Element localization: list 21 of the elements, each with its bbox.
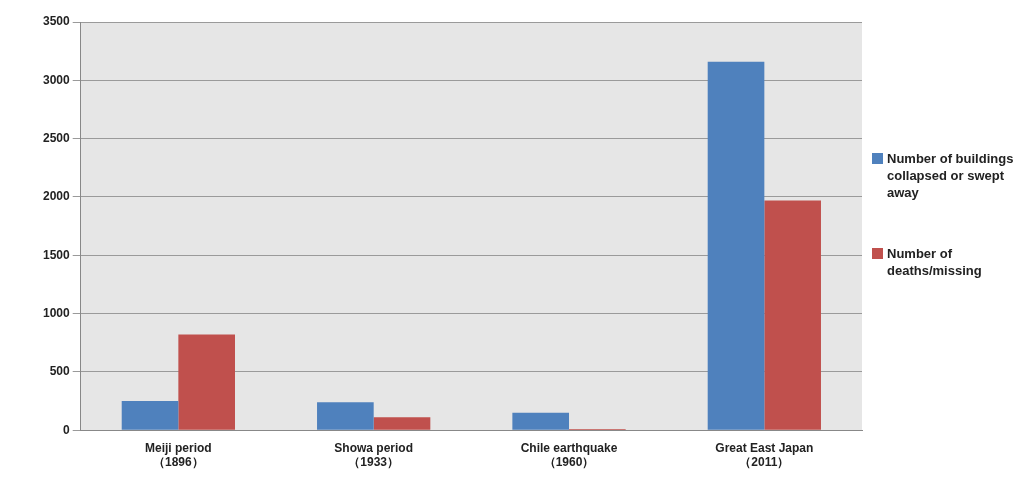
y-tick-label: 2000 xyxy=(42,189,71,204)
y-tick-label: 0 xyxy=(63,422,71,437)
bar xyxy=(317,402,374,430)
bar xyxy=(373,417,431,430)
y-tick-label: 3500 xyxy=(42,14,71,29)
bar xyxy=(512,412,570,430)
bar xyxy=(178,334,235,430)
x-tick-label: Great East Japan （2011） xyxy=(715,440,814,470)
x-tick-label: Showa period （1933） xyxy=(334,440,414,470)
y-tick-label: 2500 xyxy=(42,130,71,145)
bar xyxy=(764,200,821,430)
legend-label: Number of buildings collapsed or swept away xyxy=(887,150,1015,201)
y-tick-label: 1000 xyxy=(42,305,71,320)
y-tick-label: 1500 xyxy=(42,247,71,262)
y-tick-label: 500 xyxy=(49,364,71,379)
y-tick-label: 3000 xyxy=(42,72,71,87)
bar xyxy=(121,401,179,430)
bar xyxy=(707,61,765,430)
x-tick-label: Chile earthquake （1960） xyxy=(520,440,618,470)
x-tick-label: Meiji period （1896） xyxy=(145,440,212,470)
legend-label: Number of deaths/missing xyxy=(887,245,983,279)
